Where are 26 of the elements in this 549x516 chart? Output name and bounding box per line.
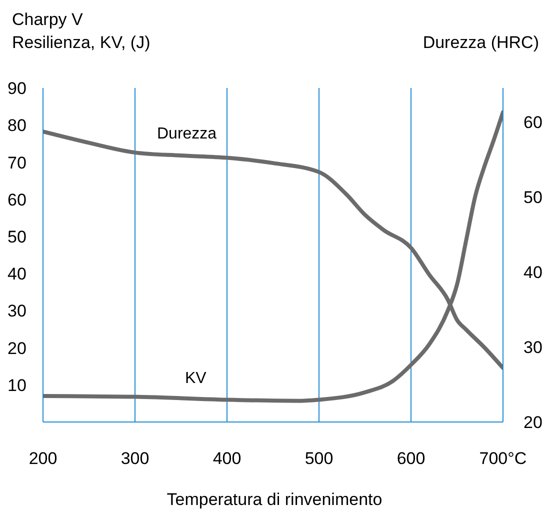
x-tick-label: 600: [396, 449, 426, 468]
y-tick-label: 90: [8, 79, 26, 98]
x-tick-label: 400: [212, 449, 242, 468]
y2-tick-label: 20: [524, 413, 542, 432]
x-tick-label: 300: [120, 449, 150, 468]
y-tick-label: 50: [8, 227, 26, 246]
y-tick-label: 80: [8, 116, 26, 136]
y2-axis-title: Durezza (HRC): [422, 32, 539, 54]
y-axis-title: Charpy V Resilienza, KV, (J): [12, 9, 150, 54]
y-tick-label: 40: [8, 264, 26, 284]
y-tick-label: 30: [8, 302, 26, 321]
y-tick-label: 10: [8, 376, 26, 395]
series-label: Durezza: [157, 126, 217, 143]
y2-tick-label: 40: [524, 262, 542, 282]
y-tick-label: 60: [8, 190, 26, 210]
y-tick-label: 20: [8, 338, 26, 358]
series-label: KV: [185, 370, 207, 387]
y2-tick-label: 30: [524, 338, 542, 357]
y2-tick-label: 50: [524, 188, 542, 207]
line-series: [43, 110, 503, 403]
x-axis-title: Temperatura di rinvenimento: [166, 490, 384, 510]
y2-tick-label: 60: [524, 112, 542, 132]
x-tick-label: 200: [28, 449, 58, 468]
x-tick-label: 700°C: [479, 449, 527, 468]
x-tick-label: 500: [304, 449, 334, 468]
y-tick-label: 70: [8, 153, 26, 172]
